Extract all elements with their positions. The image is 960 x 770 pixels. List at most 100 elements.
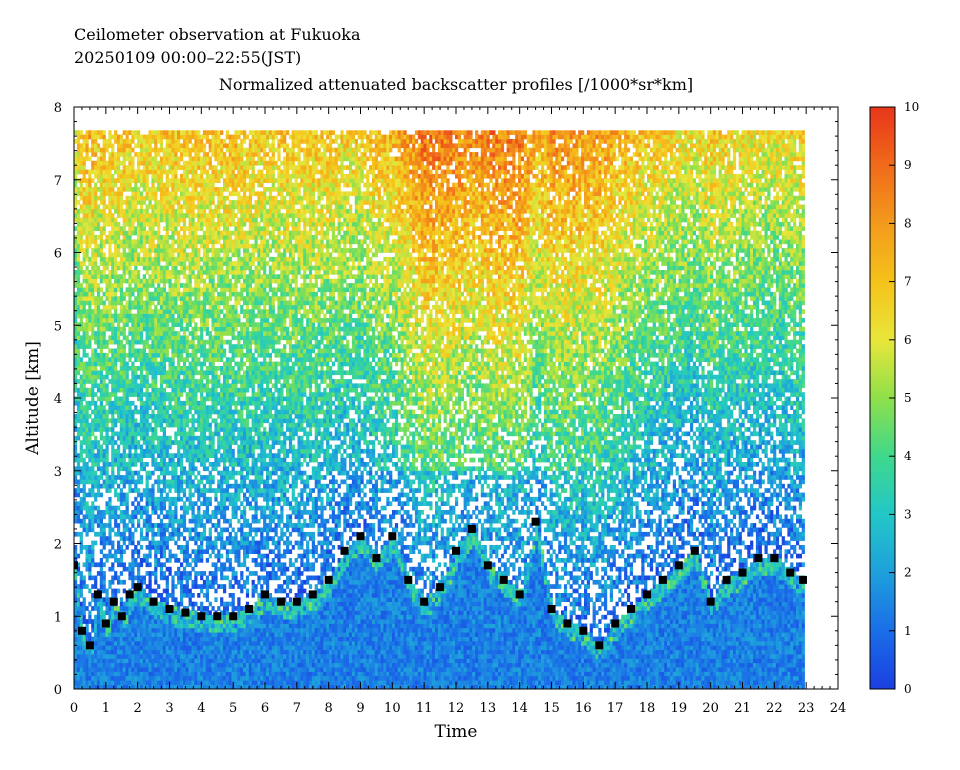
heatmap-cell (151, 349, 154, 354)
heatmap-cell (206, 157, 209, 162)
heatmap-cell (80, 196, 83, 201)
heatmap-cell (97, 322, 100, 327)
heatmap-cell (171, 327, 174, 332)
heatmap-cell (151, 641, 154, 646)
heatmap-cell (123, 440, 126, 445)
heatmap-cell (189, 161, 192, 166)
heatmap-cell (97, 475, 100, 480)
heatmap-cell (77, 645, 80, 650)
heatmap-cell (169, 536, 172, 541)
heatmap-cell (140, 143, 143, 148)
heatmap-cell (151, 532, 154, 537)
heatmap-cell (166, 209, 169, 214)
heatmap-cell (128, 466, 131, 471)
heatmap-cell (171, 270, 174, 275)
heatmap-cell (189, 462, 192, 467)
heatmap-cell (140, 301, 143, 306)
heatmap-cell (123, 458, 126, 463)
heatmap-cell (177, 292, 180, 297)
heatmap-cell (171, 440, 174, 445)
heatmap-cell (103, 528, 106, 533)
heatmap-cell (146, 187, 149, 192)
heatmap-cell (157, 440, 160, 445)
heatmap-cell (151, 471, 154, 476)
heatmap-cell (151, 274, 154, 279)
heatmap-cell (209, 680, 212, 685)
heatmap-cell (166, 335, 169, 340)
heatmap-cell (134, 471, 137, 476)
heatmap-cell (197, 292, 200, 297)
heatmap-cell (126, 318, 129, 323)
heatmap-cell (137, 667, 140, 672)
heatmap-cell (183, 370, 186, 375)
heatmap-cell (86, 628, 89, 633)
heatmap-cell (126, 471, 129, 476)
heatmap-cell (108, 213, 111, 218)
heatmap-cell (180, 410, 183, 415)
heatmap-cell (111, 676, 114, 681)
heatmap-cell (180, 593, 183, 598)
heatmap-cell (154, 549, 157, 554)
heatmap-cell (140, 676, 143, 681)
heatmap-cell (108, 191, 111, 196)
heatmap-cell (146, 309, 149, 314)
heatmap-cell (94, 672, 97, 677)
heatmap-cell (100, 161, 103, 166)
heatmap-cell (94, 410, 97, 415)
heatmap-cell (183, 549, 186, 554)
heatmap-cell (160, 672, 163, 677)
heatmap-cell (88, 362, 91, 367)
heatmap-cell (146, 471, 149, 476)
heatmap-cell (183, 405, 186, 410)
heatmap-cell (80, 157, 83, 162)
heatmap-cell (123, 309, 126, 314)
heatmap-cell (137, 222, 140, 227)
heatmap-cell (111, 628, 114, 633)
heatmap-cell (186, 287, 189, 292)
heatmap-cell (177, 624, 180, 629)
heatmap-cell (140, 279, 143, 284)
heatmap-cell (174, 261, 177, 266)
heatmap-cell (103, 327, 106, 332)
heatmap-cell (83, 462, 86, 467)
heatmap-cell (203, 628, 206, 633)
heatmap-cell (114, 196, 117, 201)
heatmap-cell (123, 274, 126, 279)
heatmap-cell (97, 135, 100, 140)
heatmap-cell (166, 270, 169, 275)
heatmap-cell (126, 676, 129, 681)
heatmap-cell (100, 148, 103, 153)
heatmap-cell (120, 602, 123, 607)
heatmap-cell (189, 562, 192, 567)
heatmap-cell (160, 335, 163, 340)
heatmap-cell (94, 462, 97, 467)
heatmap-cell (163, 375, 166, 380)
heatmap-cell (186, 541, 189, 546)
heatmap-cell (100, 628, 103, 633)
heatmap-cell (146, 183, 149, 188)
heatmap-cell (128, 423, 131, 428)
heatmap-cell (131, 562, 134, 567)
heatmap-cell (91, 218, 94, 223)
heatmap-cell (149, 440, 152, 445)
heatmap-cell (131, 344, 134, 349)
heatmap-cell (106, 383, 109, 388)
heatmap-cell (200, 432, 203, 437)
heatmap-cell (200, 410, 203, 415)
heatmap-cell (197, 165, 200, 170)
heatmap-cell (163, 658, 166, 663)
heatmap-cell (163, 471, 166, 476)
heatmap-cell (171, 200, 174, 205)
heatmap-cell (146, 501, 149, 506)
heatmap-cell (108, 309, 111, 314)
heatmap-cell (192, 366, 195, 371)
heatmap-cell (154, 637, 157, 642)
heatmap-cell (163, 274, 166, 279)
heatmap-cell (157, 672, 160, 677)
heatmap-cell (186, 148, 189, 153)
heatmap-cell (192, 645, 195, 650)
heatmap-cell (183, 205, 186, 210)
heatmap-cell (171, 466, 174, 471)
heatmap-cell (103, 340, 106, 345)
heatmap-cell (157, 239, 160, 244)
